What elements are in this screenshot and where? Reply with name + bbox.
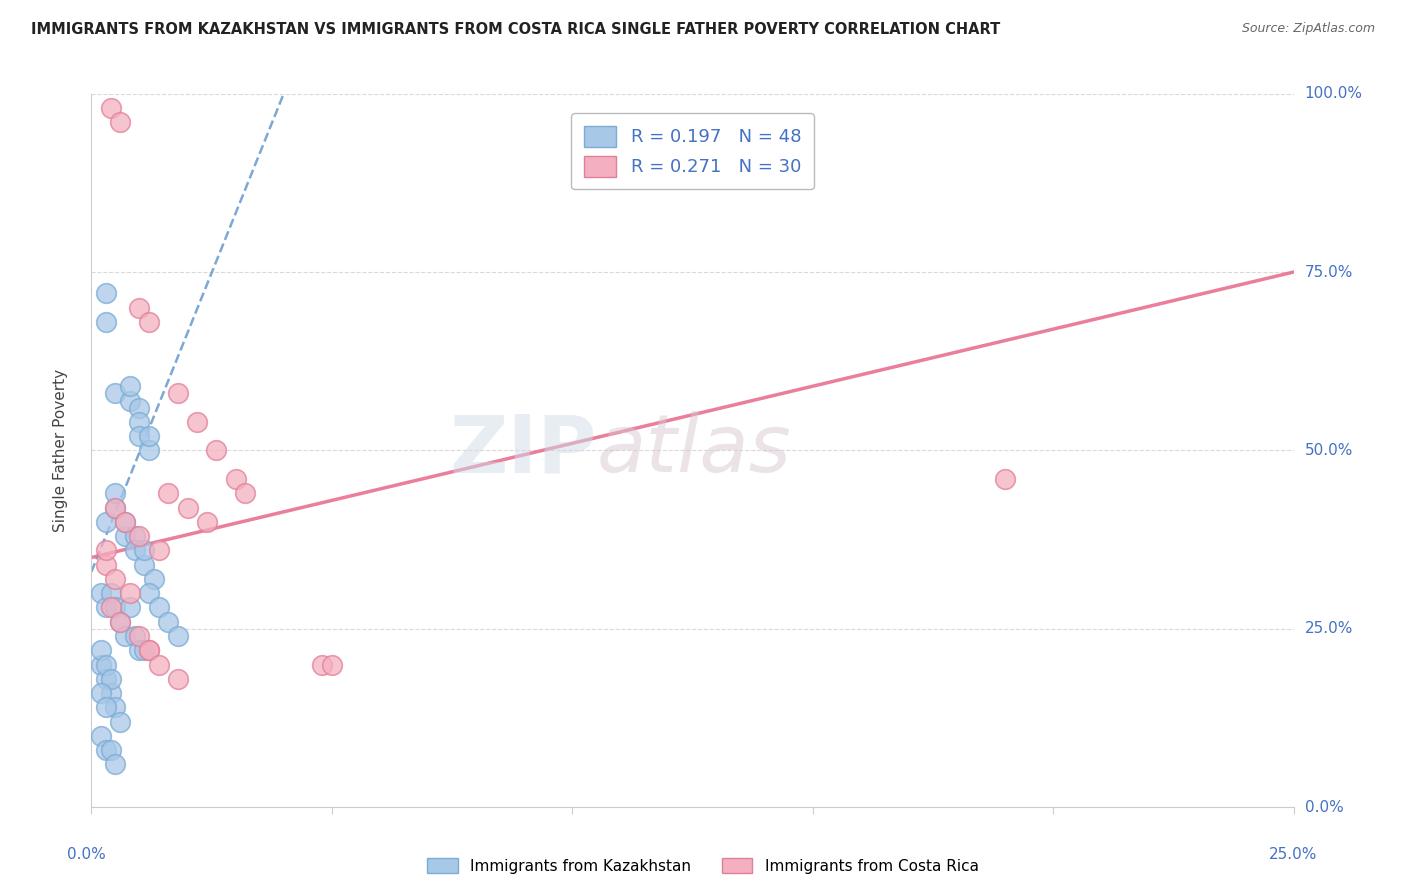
Point <box>128 429 150 443</box>
Point <box>128 629 150 643</box>
Text: IMMIGRANTS FROM KAZAKHSTAN VS IMMIGRANTS FROM COSTA RICA SINGLE FATHER POVERTY C: IMMIGRANTS FROM KAZAKHSTAN VS IMMIGRANTS… <box>31 22 1000 37</box>
Point <box>114 515 136 529</box>
Point <box>205 443 228 458</box>
Text: Source: ZipAtlas.com: Source: ZipAtlas.com <box>1241 22 1375 36</box>
Point <box>100 600 122 615</box>
Text: 0.0%: 0.0% <box>1305 800 1343 814</box>
Point <box>176 500 198 515</box>
Point <box>104 500 127 515</box>
Point <box>134 543 156 558</box>
Point <box>118 393 141 408</box>
Point <box>225 472 247 486</box>
Point <box>134 643 156 657</box>
Text: atlas: atlas <box>596 411 792 490</box>
Point <box>90 657 112 672</box>
Point <box>186 415 208 429</box>
Text: 75.0%: 75.0% <box>1305 265 1353 279</box>
Text: 25.0%: 25.0% <box>1305 622 1353 636</box>
Point <box>195 515 218 529</box>
Point <box>100 586 122 600</box>
Point <box>311 657 333 672</box>
Point <box>94 672 117 686</box>
Point <box>157 486 180 500</box>
Point <box>94 286 117 301</box>
Y-axis label: Single Father Poverty: Single Father Poverty <box>53 369 67 532</box>
Point <box>994 472 1017 486</box>
Point <box>128 415 150 429</box>
Point <box>118 379 141 393</box>
Point <box>138 643 160 657</box>
Point <box>94 315 117 329</box>
Point <box>124 629 146 643</box>
Point <box>90 586 112 600</box>
Point <box>94 558 117 572</box>
Point <box>104 572 127 586</box>
Point <box>104 700 127 714</box>
Point <box>138 429 160 443</box>
Point <box>90 729 112 743</box>
Point <box>104 757 127 772</box>
Point <box>94 515 117 529</box>
Point <box>321 657 343 672</box>
Point <box>138 315 160 329</box>
Point <box>110 115 132 129</box>
Point <box>124 529 146 543</box>
Point <box>94 543 117 558</box>
Point <box>114 515 136 529</box>
Point <box>94 600 117 615</box>
Legend: Immigrants from Kazakhstan, Immigrants from Costa Rica: Immigrants from Kazakhstan, Immigrants f… <box>422 852 984 880</box>
Point <box>100 686 122 700</box>
Point <box>94 743 117 757</box>
Point <box>148 543 170 558</box>
Point <box>110 714 132 729</box>
Point <box>124 543 146 558</box>
Point <box>167 672 190 686</box>
Point <box>157 615 180 629</box>
Point <box>233 486 256 500</box>
Point <box>128 529 150 543</box>
Point <box>118 600 141 615</box>
Point <box>104 486 127 500</box>
Point <box>114 629 136 643</box>
Point <box>167 629 190 643</box>
Text: 50.0%: 50.0% <box>1305 443 1353 458</box>
Legend: R = 0.197   N = 48, R = 0.271   N = 30: R = 0.197 N = 48, R = 0.271 N = 30 <box>571 113 814 189</box>
Point <box>94 700 117 714</box>
Point <box>104 500 127 515</box>
Point <box>138 586 160 600</box>
Point <box>100 101 122 115</box>
Point <box>167 386 190 401</box>
Point <box>100 743 122 757</box>
Point <box>94 657 117 672</box>
Point <box>104 386 127 401</box>
Point <box>90 643 112 657</box>
Point <box>100 672 122 686</box>
Point <box>134 558 156 572</box>
Point <box>118 586 141 600</box>
Text: 0.0%: 0.0% <box>67 847 105 862</box>
Point <box>110 615 132 629</box>
Point <box>128 401 150 415</box>
Point <box>142 572 165 586</box>
Text: 100.0%: 100.0% <box>1305 87 1362 101</box>
Point <box>128 643 150 657</box>
Point <box>138 643 160 657</box>
Text: ZIP: ZIP <box>449 411 596 490</box>
Text: 25.0%: 25.0% <box>1270 847 1317 862</box>
Point <box>114 529 136 543</box>
Point <box>148 600 170 615</box>
Point <box>110 615 132 629</box>
Point <box>128 301 150 315</box>
Point <box>104 600 127 615</box>
Point <box>148 657 170 672</box>
Point <box>90 686 112 700</box>
Point <box>138 443 160 458</box>
